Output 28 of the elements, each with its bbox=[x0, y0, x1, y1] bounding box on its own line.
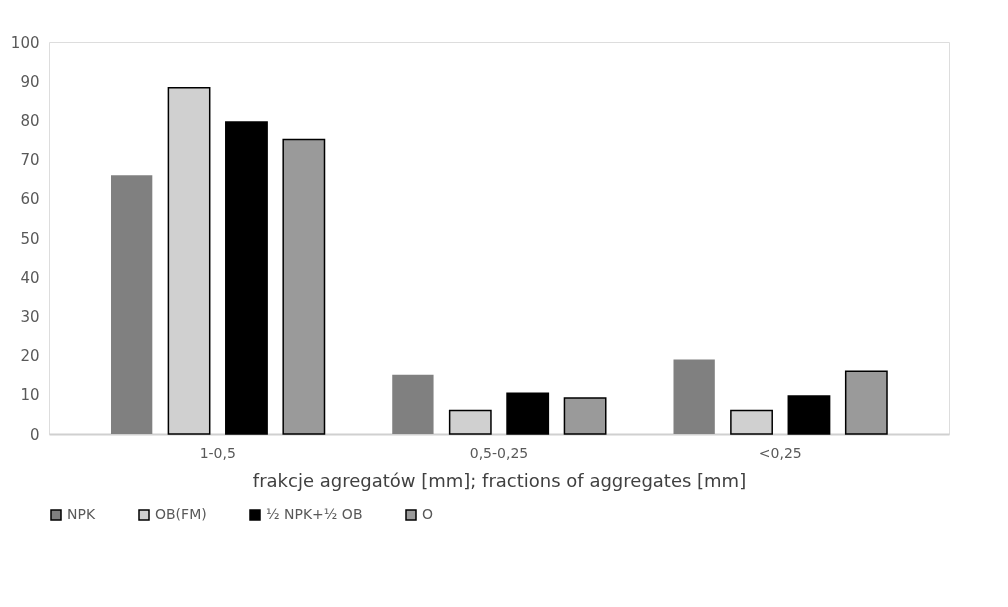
bar bbox=[673, 359, 715, 434]
y-tick-label: 10 bbox=[20, 386, 40, 405]
y-tick-label: 100 bbox=[10, 33, 40, 52]
bar bbox=[110, 175, 153, 434]
bar bbox=[563, 397, 607, 435]
bar bbox=[787, 395, 831, 435]
legend-label: NPK bbox=[67, 506, 96, 522]
y-tick-label: 0 bbox=[29, 425, 40, 444]
bar bbox=[225, 121, 268, 435]
y-tick-label: 40 bbox=[20, 268, 40, 287]
bar bbox=[282, 138, 326, 435]
y-tick-label: 90 bbox=[20, 72, 40, 91]
bar bbox=[392, 374, 434, 434]
bar bbox=[844, 370, 888, 435]
x-tick-label: 0,5-0,25 bbox=[469, 444, 529, 461]
legend-label: OB(FM) bbox=[155, 506, 207, 522]
y-tick-label: 60 bbox=[20, 190, 40, 209]
y-tick-label: 50 bbox=[20, 229, 40, 248]
x-tick-label: 1-0,5 bbox=[199, 444, 236, 461]
y-tick-label: 20 bbox=[20, 347, 40, 366]
y-tick-label: 70 bbox=[20, 151, 40, 170]
y-tick-label: 80 bbox=[20, 111, 40, 130]
legend-label: O bbox=[422, 506, 434, 522]
legend-label: ½ NPK+½ OB bbox=[266, 506, 363, 522]
bar bbox=[506, 392, 550, 435]
x-tick-label: <0,25 bbox=[758, 444, 802, 461]
y-tick-label: 30 bbox=[20, 307, 40, 326]
x-axis-title: frakcje agregatów [mm]; fractions of aggregates [mm] bbox=[252, 469, 747, 491]
